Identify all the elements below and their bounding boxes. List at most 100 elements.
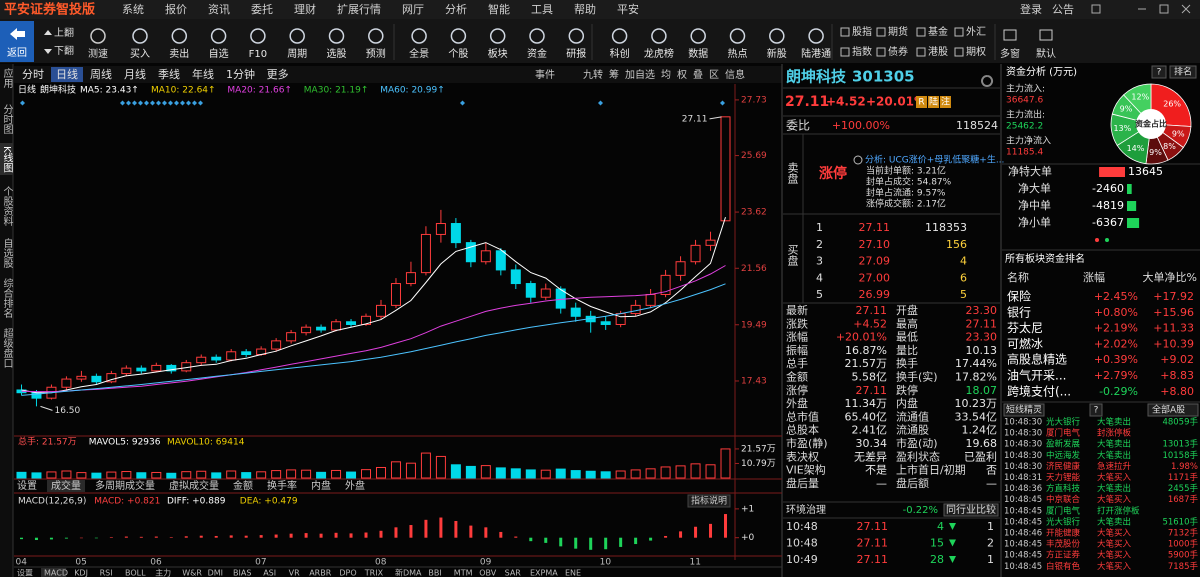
button-bg[interactable] bbox=[1003, 403, 1045, 417]
indicator-tab[interactable]: OBV bbox=[479, 569, 497, 577]
indicator-tab[interactable]: BIAS bbox=[233, 569, 251, 577]
volume-tab[interactable]: 外盘 bbox=[345, 479, 365, 492]
menu-link[interactable]: 公告 bbox=[1052, 3, 1074, 16]
speed-test-button[interactable]: 测速 bbox=[88, 47, 108, 60]
indicator-tab[interactable]: VR bbox=[289, 569, 300, 577]
period-tab[interactable]: 分时 bbox=[22, 68, 44, 81]
help-button[interactable]: ? bbox=[1157, 68, 1162, 78]
close-button[interactable] bbox=[1181, 4, 1191, 14]
side-tab[interactable]: 自选股 bbox=[1, 237, 13, 269]
sector-name[interactable]: 可燃冰 bbox=[1007, 336, 1043, 351]
layout-button[interactable]: 默认 bbox=[1036, 47, 1056, 60]
sector-name[interactable]: 保险 bbox=[1007, 289, 1031, 304]
menu-item[interactable]: 分析 bbox=[445, 2, 467, 16]
volume-tab[interactable]: 成交量 bbox=[51, 479, 81, 492]
tool-button[interactable]: F10 bbox=[249, 49, 267, 60]
menu-item[interactable]: 系统 bbox=[122, 3, 144, 16]
menu-link[interactable]: 登录 bbox=[1020, 2, 1042, 16]
tool-button[interactable]: 板块 bbox=[488, 47, 508, 60]
window-icon[interactable] bbox=[1091, 4, 1101, 14]
chart-tool[interactable]: 事件 bbox=[535, 68, 555, 81]
panel-title[interactable]: 短线精灵 bbox=[1006, 404, 1042, 416]
rank-button[interactable]: 排名 bbox=[1174, 66, 1192, 78]
tool-button[interactable]: 选股 bbox=[327, 47, 347, 60]
indicator-tab[interactable]: RSI bbox=[100, 569, 113, 577]
button-bg[interactable] bbox=[943, 503, 999, 517]
sector-name[interactable]: 银行 bbox=[1007, 305, 1031, 319]
volume-tab[interactable]: 金额 bbox=[233, 479, 253, 492]
dropdown-bg[interactable] bbox=[1147, 403, 1199, 417]
menu-item[interactable]: 工具 bbox=[531, 3, 553, 16]
market-button[interactable]: 基金 bbox=[928, 25, 948, 38]
help-button[interactable]: ? bbox=[1094, 406, 1099, 416]
tool-button[interactable]: 卖出 bbox=[169, 47, 189, 60]
button-bg[interactable] bbox=[1089, 403, 1103, 417]
menu-item[interactable]: 扩展行情 bbox=[337, 2, 381, 16]
button-bg[interactable] bbox=[1169, 65, 1197, 79]
chart-tool[interactable]: 区 bbox=[709, 69, 719, 81]
layout-button[interactable]: 多窗 bbox=[1000, 47, 1020, 60]
indicator-tab[interactable]: KDJ bbox=[74, 569, 88, 577]
market-button[interactable]: 港股 bbox=[928, 46, 948, 58]
maximize-button[interactable] bbox=[1159, 4, 1169, 14]
sector-name[interactable]: 芬太尼 bbox=[1007, 320, 1043, 335]
chart-tool[interactable]: 叠 bbox=[693, 69, 703, 81]
tool-button[interactable]: 研报 bbox=[566, 47, 586, 60]
page-up-button[interactable]: 上翻 bbox=[54, 27, 74, 39]
page-down-button[interactable]: 下翻 bbox=[54, 45, 74, 57]
side-tab[interactable]: K线图 bbox=[1, 146, 13, 173]
indicator-tab[interactable]: BOLL bbox=[125, 569, 146, 577]
indicator-tab[interactable]: DPO bbox=[339, 569, 356, 577]
sector-name[interactable]: 高股息精选 bbox=[1007, 352, 1067, 367]
market-button[interactable]: 指数 bbox=[852, 45, 872, 58]
indicator-help[interactable]: 指标说明 bbox=[691, 495, 727, 507]
volume-tab[interactable]: 多周期成交量 bbox=[95, 479, 155, 492]
chart-tool[interactable]: 权 bbox=[677, 68, 687, 81]
market-button[interactable]: 外汇 bbox=[966, 25, 986, 38]
tool-button[interactable]: 全景 bbox=[409, 47, 429, 60]
tool-button[interactable]: 热点 bbox=[728, 47, 748, 60]
menu-item[interactable]: 委托 bbox=[251, 2, 273, 16]
tool-button[interactable]: 资金 bbox=[527, 47, 547, 60]
market-button[interactable]: 期货 bbox=[888, 25, 908, 38]
period-tab[interactable]: 1分钟 bbox=[226, 67, 255, 81]
indicator-tab[interactable]: W&R bbox=[182, 569, 202, 577]
indicator-tab[interactable]: 主力 bbox=[155, 568, 171, 577]
period-tab[interactable]: 季线 bbox=[158, 67, 180, 81]
tool-button[interactable]: 科创 bbox=[610, 47, 630, 60]
market-button[interactable]: 债券 bbox=[888, 45, 908, 58]
volume-tab[interactable]: 设置 bbox=[17, 480, 37, 492]
tool-button[interactable]: 数据 bbox=[688, 47, 708, 60]
tool-button[interactable]: 自选 bbox=[209, 47, 229, 60]
menu-item[interactable]: 帮助 bbox=[574, 2, 596, 16]
tool-button[interactable]: 预测 bbox=[366, 47, 386, 60]
tool-button[interactable]: 龙虎榜 bbox=[644, 47, 674, 60]
period-tab[interactable]: 日线 bbox=[56, 67, 78, 81]
side-tab[interactable]: 个股资料 bbox=[1, 186, 13, 227]
settings-icon[interactable] bbox=[981, 75, 994, 87]
button-bg[interactable] bbox=[1151, 65, 1167, 79]
indicator-tab[interactable]: MACD bbox=[44, 569, 68, 577]
period-tab[interactable]: 周线 bbox=[90, 67, 112, 81]
indicator-tab[interactable]: ENE bbox=[565, 569, 581, 577]
tool-button[interactable]: 个股 bbox=[448, 48, 468, 60]
back-button[interactable]: 返回 bbox=[7, 47, 27, 59]
indicator-tab[interactable]: MTM bbox=[454, 569, 473, 577]
chart-tool[interactable]: 筹 bbox=[609, 68, 619, 81]
period-tab[interactable]: 更多 bbox=[267, 67, 289, 81]
tool-button[interactable]: 买入 bbox=[130, 48, 150, 60]
menu-item[interactable]: 资讯 bbox=[208, 3, 230, 16]
market-button[interactable]: 期权 bbox=[966, 45, 986, 58]
side-tab[interactable]: 综合排名 bbox=[1, 277, 13, 319]
market-button[interactable]: 股指 bbox=[852, 25, 872, 38]
compare-button[interactable]: 同行业比较 bbox=[946, 503, 996, 516]
indicator-tab[interactable]: 新DMA bbox=[395, 568, 422, 577]
menu-item[interactable]: 网厅 bbox=[402, 3, 424, 16]
volume-tab[interactable]: 虚拟成交量 bbox=[169, 479, 219, 492]
volume-tab[interactable]: 内盘 bbox=[311, 479, 331, 492]
chart-tool[interactable]: 均 bbox=[661, 69, 671, 81]
sector-name[interactable]: 油气开采... bbox=[1007, 368, 1066, 383]
menu-item[interactable]: 理财 bbox=[294, 2, 316, 16]
chart-tool[interactable]: 加自选 bbox=[625, 68, 655, 81]
indicator-tab[interactable]: DMI bbox=[208, 569, 223, 577]
